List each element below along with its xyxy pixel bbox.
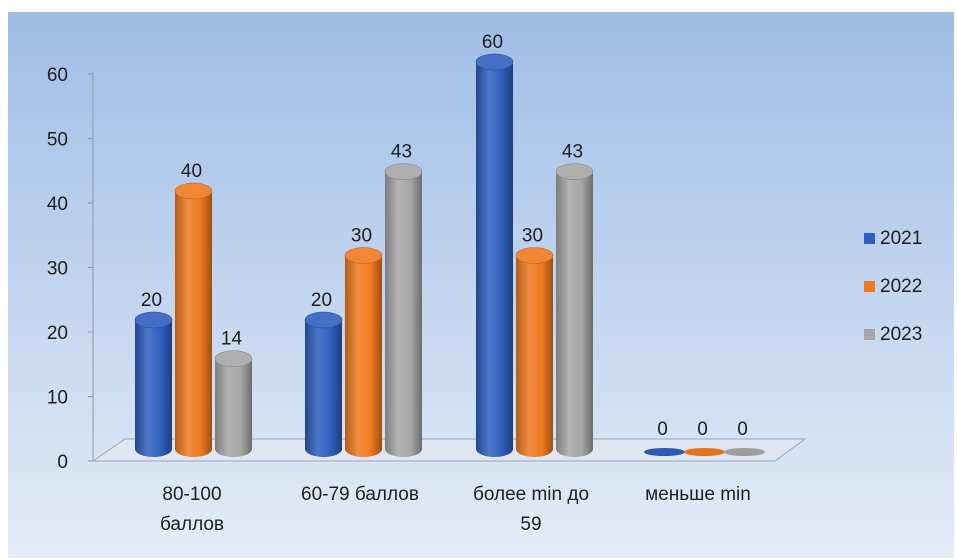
category-label: 60-79 баллов [301,484,419,505]
bar-2021-1 [304,311,343,457]
data-label: 14 [221,329,243,350]
bar-2022-3 [684,448,725,456]
bar-2021-2 [475,53,514,457]
bar-2023-0 [214,350,253,457]
legend-swatch [864,281,875,292]
category-label: более min до 59 [473,484,589,535]
data-label: 20 [141,290,162,311]
bar-2022-0 [174,182,213,457]
data-label: 0 [697,419,708,440]
data-label: 30 [522,226,543,247]
category-label: 80-100 баллов [160,484,224,535]
data-label: 30 [351,226,372,247]
legend-label: 2021 [880,228,922,249]
legend-label: 2023 [880,324,922,345]
data-label: 43 [391,142,412,163]
legend-swatch [864,233,875,244]
chart-floor [91,438,807,462]
category-label: меньше min [645,484,751,505]
bar-2021-3 [644,448,685,456]
legend-label: 2022 [880,276,922,297]
y-tick-label: 20 [47,323,68,344]
data-label: 43 [562,142,583,163]
y-tick-label: 30 [47,259,68,280]
bar-2023-1 [384,163,423,457]
data-label: 60 [482,32,503,53]
bar-2021-0 [134,311,173,457]
y-tick-label: 60 [47,65,68,86]
data-label: 20 [311,290,332,311]
data-label: 40 [181,161,202,182]
bar-2022-2 [515,247,554,457]
y-tick-label: 50 [47,130,68,151]
y-tick-label: 0 [57,452,68,473]
data-label: 0 [737,419,748,440]
y-tick-label: 40 [47,194,68,215]
data-label: 0 [657,419,668,440]
legend-swatch [864,329,875,340]
legend: 2021 2022 2023 [864,228,922,345]
y-tick-label: 10 [47,388,68,409]
bar-2023-2 [555,163,594,457]
bar-2022-1 [344,247,383,457]
bar-2023-3 [724,448,765,456]
